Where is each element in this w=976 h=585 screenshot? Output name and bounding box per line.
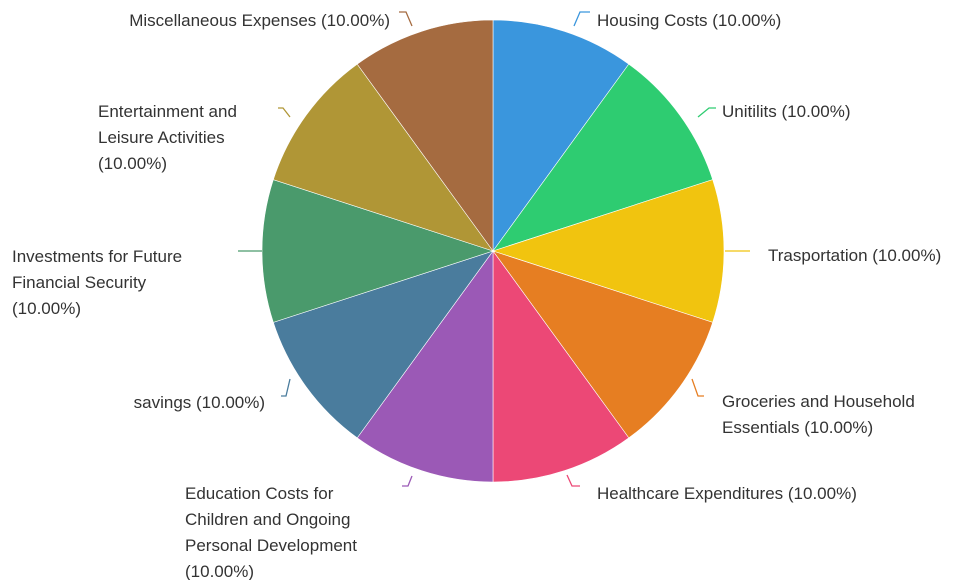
slice-label-line: Education Costs for [185,484,334,503]
pie-slice-1 [492,19,630,252]
slice-label-line: Children and Ongoing [185,510,350,529]
slice-labels: Housing Costs (10.00%) Unitilits (10.00%)… [12,11,941,581]
pie-slice-10 [356,19,494,252]
slice-label-line: Essentials (10.00%) [722,418,873,437]
leader-line-9 [278,107,291,118]
pie-slice-5 [492,250,630,483]
pie-slice-4 [492,250,714,439]
pie-slice-2 [492,63,714,252]
pie-slice-8 [261,179,494,323]
slice-label-1: Housing Costs (10.00%) [597,11,781,30]
slice-label-line: Unitilits (10.00%) [722,102,851,121]
slice-label-line: Healthcare Expenditures (10.00%) [597,484,857,503]
slice-label-line: (10.00%) [12,299,81,318]
slice-label-8: Investments for Future Financial Security… [12,247,182,318]
leader-line-2 [697,107,716,118]
slice-label-line: Groceries and Household [722,392,915,411]
slice-label-4: Groceries and Household Essentials (10.00… [722,392,915,437]
leader-line-10 [399,11,413,27]
slice-label-6: Education Costs for Children and Ongoing P… [185,484,357,580]
slice-label-3: Trasportation (10.00%) [768,246,941,265]
leader-line-7 [281,378,291,397]
leader-line-6 [402,475,413,487]
slice-label-2: Unitilits (10.00%) [722,102,851,121]
slice-label-5: Healthcare Expenditures (10.00%) [597,484,857,503]
slice-label-line: Investments for Future [12,247,182,266]
leader-lines [238,11,750,487]
leader-line-1 [573,11,590,27]
slice-label-line: savings (10.00%) [134,393,265,412]
pie-slices [261,19,725,483]
slice-label-line: Financial Security [12,273,147,292]
slice-label-line: Trasportation (10.00%) [768,246,941,265]
slice-label-line: Leisure Activities [98,128,225,147]
pie-slice-3 [492,179,725,323]
pie-slice-6 [356,250,494,483]
slice-label-line: (10.00%) [185,562,254,580]
pie-slice-9 [272,63,494,252]
pie-slice-7 [272,250,494,439]
leader-line-4 [691,378,704,397]
slice-label-10: Miscellaneous Expenses (10.00%) [129,11,390,30]
slice-label-line: Entertainment and [98,102,237,121]
slice-label-7: savings (10.00%) [134,393,265,412]
slice-label-line: Housing Costs (10.00%) [597,11,781,30]
leader-line-5 [566,474,580,487]
slice-label-line: (10.00%) [98,154,167,173]
slice-label-line: Personal Development [185,536,357,555]
slice-label-line: Miscellaneous Expenses (10.00%) [129,11,390,30]
slice-label-9: Entertainment and Leisure Activities (10.0… [98,102,237,173]
